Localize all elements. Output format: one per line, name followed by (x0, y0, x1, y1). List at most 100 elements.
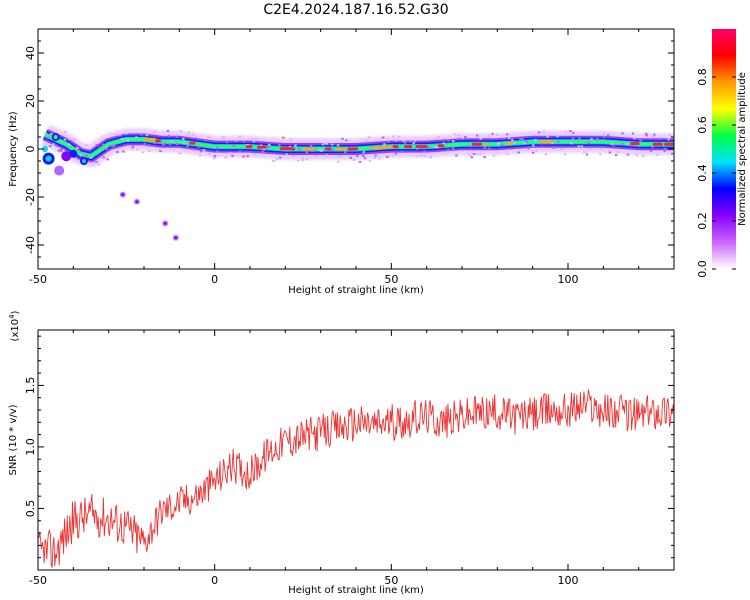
spectrum-speckle (532, 144, 535, 147)
spectrum-speckle (569, 142, 573, 145)
spectrum-speckle (537, 131, 541, 134)
spectrum-speckle (336, 160, 340, 163)
spectrum-speckle (668, 134, 671, 137)
spectrogram-y-tick-label: -20 (24, 188, 37, 206)
spectrum-speckle (625, 135, 628, 138)
spectrum-speckle (455, 154, 458, 157)
spectrum-speckle (523, 142, 526, 145)
spectrum-speckle (313, 149, 317, 152)
spectrum-speckle (331, 149, 334, 152)
snr-y-label: SNR (10 * v/v) (8, 404, 19, 475)
snr-x-tick-label: 100 (558, 574, 579, 587)
spectrum-peak (404, 145, 413, 149)
spectrum-speckle (580, 145, 584, 148)
spectrum-speckle (429, 156, 432, 159)
spectrum-speckle (140, 133, 143, 136)
spectrum-speckle (122, 150, 125, 153)
spectrum-speckle (167, 134, 171, 137)
spectrum-speckle (279, 156, 282, 159)
spectrum-speckle (296, 159, 300, 162)
spectrum-peak (471, 142, 482, 146)
spectrum-peak (630, 142, 640, 146)
spectrum-speckle (587, 141, 590, 144)
spectrum-speckle (435, 138, 438, 141)
snr-x-label: Height of straight line (km) (288, 585, 424, 596)
spectrum-peak (664, 142, 674, 146)
spectrum-speckle (659, 137, 662, 140)
spectrum-speckle (671, 152, 674, 155)
spectrum-point-core (163, 221, 167, 225)
spectrum-speckle (461, 137, 465, 140)
spectrum-speckle (412, 142, 415, 145)
spectrum-speckle (663, 149, 666, 152)
spectrum-speckle (571, 137, 575, 140)
spectrum-speckle (457, 134, 460, 137)
spectrum-speckle (614, 154, 618, 157)
spectrum-speckle (68, 143, 71, 146)
spectrum-speckle (506, 153, 509, 156)
spectrogram-x-label: Height of straight line (km) (288, 285, 424, 296)
colorbar-tick-label: 0.2 (696, 212, 709, 230)
spectrum-speckle (356, 155, 359, 157)
spectrum-speckle (505, 133, 509, 136)
spectrum-speckle (278, 144, 281, 147)
snr-scale-label: (x104) (8, 310, 21, 341)
spectrum-speckle (483, 146, 486, 149)
spectrum-speckle (95, 160, 98, 163)
spectrum-speckle (285, 153, 288, 156)
spectrum-speckle (176, 143, 179, 146)
spectrum-speckle (46, 137, 50, 140)
spectrum-speckle (656, 153, 659, 156)
spectrum-speckle (297, 148, 301, 151)
spectrum-speckle (442, 138, 446, 141)
spectrum-speckle (252, 140, 256, 143)
spectrum-speckle (415, 155, 419, 157)
spectrum-speckle (478, 153, 482, 156)
spectrum-speckle (229, 152, 232, 154)
spectrum-speckle (423, 154, 426, 157)
spectrum-speckle (192, 149, 195, 152)
spectrum-peak (505, 142, 513, 146)
spectrum-speckle (310, 150, 313, 152)
snr-x-tick-label: -50 (29, 574, 47, 587)
colorbar-tick-label: 0.8 (696, 68, 709, 86)
spectrum-speckle (508, 137, 511, 140)
spectrum-peak (336, 147, 347, 151)
spectrum-speckle (50, 133, 53, 136)
spectrum-speckle (402, 140, 406, 143)
spectrogram-x-tick-label: 100 (558, 273, 579, 286)
spectrogram-y-tick-label: -40 (24, 236, 37, 254)
spectrum-speckle (253, 153, 257, 155)
spectrum-speckle (442, 142, 445, 145)
spectrum-speckle (301, 158, 304, 161)
spectrum-speckle (242, 155, 245, 158)
spectrum-speckle (546, 135, 549, 138)
spectrum-speckle (305, 158, 309, 161)
spectrum-peak (347, 147, 359, 151)
figure-title: C2E4.2024.187.16.52.G30 (263, 2, 448, 18)
spectrum-speckle (202, 149, 206, 151)
spectrum-speckle (199, 154, 202, 157)
spectrum-speckle (497, 142, 500, 145)
spectrum-speckle (403, 141, 407, 144)
spectrum-speckle (321, 143, 325, 146)
spectrum-peak (539, 140, 554, 144)
spectrum-speckle (294, 144, 297, 147)
spectrum-speckle (649, 150, 653, 153)
spectrum-speckle (387, 140, 390, 143)
spectrum-speckle (610, 143, 613, 146)
spectrum-speckle (162, 143, 165, 146)
spectrum-speckle (125, 132, 128, 135)
spectrum-speckle (446, 148, 450, 151)
spectrum-speckle (513, 141, 516, 144)
spectrum-speckle (82, 155, 85, 158)
spectrum-speckle (106, 158, 109, 161)
spectrum-blob (81, 159, 86, 163)
spectrum-speckle (563, 153, 567, 156)
spectrum-speckle (323, 142, 327, 145)
spectrum-speckle (63, 138, 67, 141)
snr-y-tick-label: 1.0 (24, 438, 37, 456)
spectrum-speckle (89, 156, 93, 159)
spectrum-speckle (101, 143, 105, 146)
